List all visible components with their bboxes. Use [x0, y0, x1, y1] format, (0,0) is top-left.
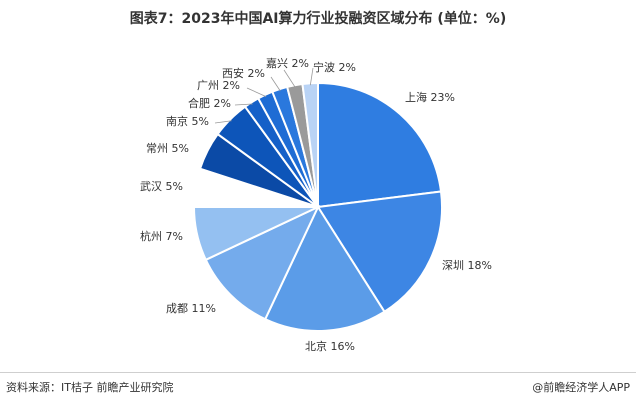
- slice-label-南京: 南京 5%: [166, 114, 209, 128]
- brand-note: @前瞻经济学人APP: [532, 381, 630, 394]
- slice-label-嘉兴: 嘉兴 2%: [266, 56, 309, 70]
- footer-divider: [0, 372, 636, 373]
- slice-label-合肥: 合肥 2%: [188, 96, 231, 110]
- leader-line-宁波: [309, 67, 314, 86]
- slice-label-西安: 西安 2%: [222, 66, 265, 80]
- pie-slices: [192, 81, 443, 332]
- slice-label-广州: 广州 2%: [197, 79, 240, 92]
- leader-line-南京: [214, 120, 232, 124]
- chart-title: 图表7：2023年中国AI算力行业投融资区域分布 (单位：%): [129, 11, 507, 27]
- slice-label-常州: 常州 5%: [146, 142, 189, 155]
- slice-label-北京: 北京 16%: [305, 339, 355, 353]
- slice-label-武汉: 武汉 5%: [140, 180, 183, 193]
- leader-line-广州: [246, 87, 267, 97]
- slice-label-宁波: 宁波 2%: [313, 60, 356, 74]
- pie-slice-上海: [317, 81, 443, 209]
- pie-slice-北京: [263, 204, 386, 332]
- leader-line-合肥: [234, 103, 253, 106]
- pie-labels: 上海 23% 深圳 18% 北京 16% 成都 11% 杭州 7% 武汉 5% 常州 5% 南…: [140, 56, 492, 353]
- leader-line-西安: [270, 76, 281, 92]
- source-note: 资料来源：IT桔子 前瞻产业研究院: [6, 381, 174, 394]
- pie-slice-成都: [204, 204, 321, 321]
- slice-label-成都: 成都 11%: [166, 302, 216, 315]
- pie-leader-lines: [214, 67, 314, 124]
- slice-label-深圳: 深圳 18%: [442, 259, 492, 272]
- slice-label-杭州: 杭州 7%: [140, 229, 183, 243]
- leader-line-嘉兴: [283, 69, 296, 88]
- slice-label-上海: 上海 23%: [405, 90, 455, 104]
- pie-slice-宁波: [301, 81, 319, 208]
- pie-slice-深圳: [316, 190, 443, 314]
